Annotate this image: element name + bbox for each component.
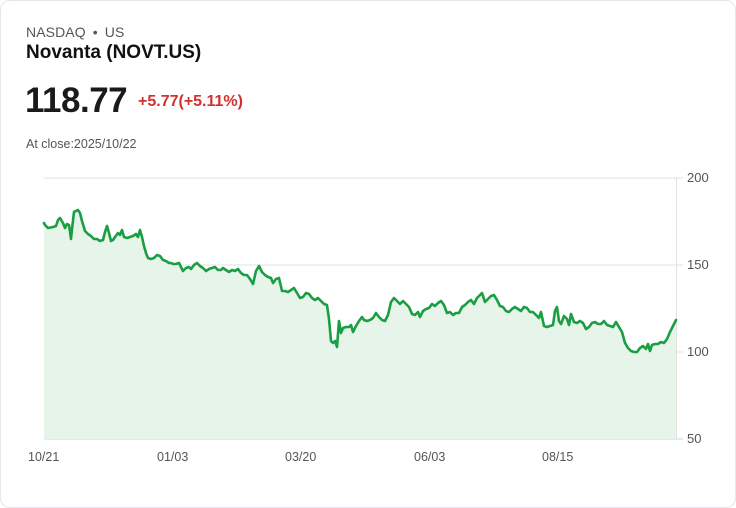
region-label: US (104, 24, 125, 40)
x-tick-1021: 10/21 (28, 450, 60, 464)
y-tick-100: 100 (687, 344, 709, 359)
at-close-timestamp: At close:2025/10/22 (26, 137, 137, 151)
x-tick-0603: 06/03 (414, 450, 446, 464)
company-name: Novanta (NOVT.US) (26, 42, 202, 63)
x-tick-0103: 01/03 (157, 450, 189, 464)
x-tick-0815: 08/15 (542, 450, 574, 464)
price-change: +5.77(+5.11%) (138, 93, 243, 110)
separator-dot: • (92, 24, 98, 40)
y-tick-200: 200 (687, 170, 709, 185)
price-area-fill (44, 210, 676, 439)
y-tick-150: 150 (687, 257, 709, 272)
x-tick-0320: 03/20 (285, 450, 317, 464)
exchange-line: NASDAQ • US (26, 24, 124, 40)
current-price: 118.77 (25, 81, 128, 120)
y-tick-50: 50 (687, 431, 702, 446)
exchange-name: NASDAQ (26, 24, 86, 40)
price-line (42, 208, 678, 354)
price-chart[interactable] (1, 161, 736, 471)
